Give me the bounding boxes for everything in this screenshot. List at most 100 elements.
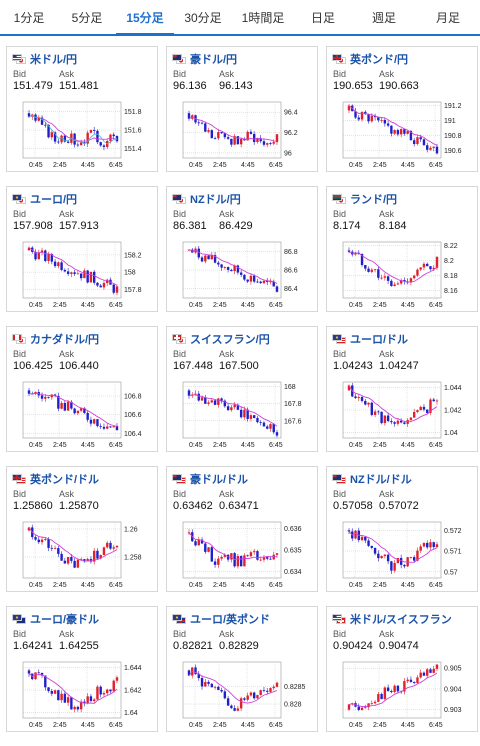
candle-body — [57, 548, 60, 554]
currency-pair-title[interactable]: ランド/円 — [350, 194, 398, 206]
candle-body — [44, 124, 47, 126]
candlestick-chart[interactable]: 8.22 8.2 8.18 8.16 0:45 2:45 4:45 6:45 — [331, 240, 475, 308]
moving-average-line — [188, 394, 278, 427]
x-tick-label: 2:45 — [53, 162, 67, 168]
currency-pair-title[interactable]: カナダドル/円 — [30, 334, 100, 346]
candlestick-chart[interactable]: 106.8 106.6 106.4 0:45 2:45 4:45 6:45 — [11, 380, 155, 448]
candle-body — [200, 122, 204, 124]
candle-body — [409, 278, 413, 283]
candle-body — [204, 543, 207, 552]
eu-flag-icon — [12, 194, 22, 201]
candle-body — [233, 708, 236, 711]
candle-body — [262, 690, 266, 691]
currency-pair-title[interactable]: ユーロ/ドル — [350, 334, 409, 346]
rate-card[interactable]: ユーロ/英ポンド Bid Ask 0.82821 0.82829 0.8285 0.828 0… — [166, 606, 318, 732]
currency-pair-title[interactable]: 英ポンド/円 — [350, 54, 409, 66]
currency-pair-title[interactable]: 豪ドル/円 — [190, 54, 238, 66]
rate-card[interactable]: ランド/円 Bid Ask 8.174 8.184 8.22 8.2 8.18 8.16 0:45… — [326, 186, 478, 312]
ask-value: 8.184 — [379, 220, 407, 232]
tab-1[interactable]: 5分足 — [71, 11, 103, 25]
candle-body — [259, 559, 262, 561]
currency-pair-title[interactable]: スイスフラン/円 — [190, 334, 270, 346]
rate-card[interactable]: 米ドル/スイスフラン Bid Ask 0.90424 0.90474 0.905 0.904… — [326, 606, 478, 732]
candle-body — [230, 269, 233, 272]
ask-label: Ask — [379, 69, 395, 79]
x-tick-label: 6:45 — [269, 442, 283, 448]
candlestick-chart[interactable]: 1.644 1.642 1.64 0:45 2:45 4:45 6:45 — [11, 660, 155, 728]
tab-4[interactable]: 1時間足 — [241, 11, 285, 25]
rate-card[interactable]: ユーロ/豪ドル Bid Ask 1.64241 1.64255 1.644 1.642 1.6… — [6, 606, 158, 732]
x-tick-label: 0:45 — [349, 302, 363, 308]
candle-body — [370, 703, 374, 705]
candle-body — [390, 690, 393, 693]
plot-frame — [342, 241, 442, 299]
x-tick-label: 0:45 — [29, 162, 43, 168]
rate-card[interactable]: 米ドル/円 Bid Ask 151.479 151.481 151.8 151.6 151.4… — [6, 46, 158, 172]
currency-pair-title[interactable]: NZドル/円 — [190, 194, 241, 206]
bid-value: 0.90424 — [333, 640, 373, 652]
tab-2[interactable]: 15分足 — [116, 0, 174, 36]
candlestick-chart[interactable]: 151.8 151.6 151.4 0:45 2:45 4:45 6:45 — [11, 100, 155, 168]
candle-body — [412, 411, 416, 418]
candle-body — [377, 117, 380, 121]
x-tick-label: 2:45 — [213, 302, 227, 308]
currency-pair-title[interactable]: ユーロ/英ポンド — [190, 614, 271, 626]
rate-card[interactable]: ユーロ/ドル Bid Ask 1.04243 1.04247 1.044 1.042 1.04… — [326, 326, 478, 452]
rate-card[interactable]: NZドル/ドル Bid Ask 0.57058 0.57072 0.572 0.571 0.5… — [326, 466, 478, 592]
candlestick-chart[interactable]: 1.044 1.042 1.04 0:45 2:45 4:45 6:45 — [331, 380, 475, 448]
candle-body — [109, 689, 112, 692]
candle-body — [226, 137, 230, 139]
currency-pair-title[interactable]: 米ドル/スイスフラン — [350, 614, 452, 626]
candle-body — [377, 411, 380, 413]
candle-body — [99, 285, 102, 288]
currency-pair-title[interactable]: NZドル/ドル — [350, 474, 412, 486]
currency-pair-title[interactable]: ユーロ/豪ドル — [30, 614, 100, 626]
rate-card[interactable]: 豪ドル/円 Bid Ask 96.136 96.143 96.4 96.2 96 0:45 2:4… — [166, 46, 318, 172]
bid-label: Bid — [13, 489, 27, 499]
currency-pair-title[interactable]: 豪ドル/ドル — [190, 474, 249, 486]
candlestick-chart[interactable]: 0.905 0.904 0.903 0:45 2:45 4:45 6:45 — [331, 660, 475, 728]
candlestick-chart[interactable]: 0.8285 0.828 0:45 2:45 4:45 6:45 — [171, 660, 315, 728]
candle-body — [252, 415, 256, 418]
candle-body — [50, 394, 54, 398]
bid-value: 0.57058 — [333, 500, 373, 512]
candlestick-chart[interactable]: 0.572 0.571 0.57 0:45 2:45 4:45 6:45 — [331, 520, 475, 588]
tab-0[interactable]: 1分足 — [13, 11, 45, 25]
candlestick-chart[interactable]: 168 167.8 167.6 0:45 2:45 4:45 6:45 — [171, 380, 315, 448]
candle-body — [396, 130, 400, 135]
candle-body — [269, 143, 272, 144]
candlestick-chart[interactable]: 86.8 86.6 86.4 0:45 2:45 4:45 6:45 — [171, 240, 315, 308]
rate-card[interactable]: カナダドル/円 Bid Ask 106.425 106.440 106.8 106.6 106… — [6, 326, 158, 452]
candle-body — [66, 141, 70, 143]
rate-card[interactable]: 英ポンド/ドル Bid Ask 1.25860 1.25870 1.26 1.258 0:45… — [6, 466, 158, 592]
tab-7[interactable]: 月足 — [435, 11, 460, 25]
candle-body — [409, 679, 413, 682]
candle-body — [377, 269, 380, 278]
x-tick-label: 4:45 — [401, 722, 415, 728]
candlestick-chart[interactable]: 191.2 191 190.8 190.6 0:45 2:45 4:45 6:45 — [331, 100, 475, 168]
candle-body — [233, 136, 236, 145]
rate-card[interactable]: 英ポンド/円 Bid Ask 190.653 190.663 191.2 191 190.8 1… — [326, 46, 478, 172]
ask-label: Ask — [379, 489, 395, 499]
candle-body — [435, 664, 439, 669]
candlestick-chart[interactable]: 0.636 0.635 0.634 0:45 2:45 4:45 6:45 — [171, 520, 315, 588]
candlestick-chart[interactable]: 158.2 158 157.8 0:45 2:45 4:45 6:45 — [11, 240, 155, 308]
candle-body — [210, 547, 214, 562]
rate-card[interactable]: ユーロ/円 Bid Ask 157.908 157.913 158.2 158 157.8 0:… — [6, 186, 158, 312]
candle-body — [272, 554, 275, 560]
rate-card[interactable]: スイスフラン/円 Bid Ask 167.448 167.500 168 167.8 167.… — [166, 326, 318, 452]
rate-card[interactable]: NZドル/円 Bid Ask 86.381 86.429 86.8 86.6 86.4 0:45… — [166, 186, 318, 312]
tab-6[interactable]: 週足 — [371, 11, 396, 25]
currency-pair-title[interactable]: 米ドル/円 — [30, 54, 78, 66]
tab-5[interactable]: 日足 — [310, 11, 335, 25]
currency-pair-title[interactable]: ユーロ/円 — [30, 194, 78, 206]
candlestick-chart[interactable]: 1.26 1.258 0:45 2:45 4:45 6:45 — [11, 520, 155, 588]
tab-3[interactable]: 30分足 — [184, 11, 222, 25]
rate-card[interactable]: 豪ドル/ドル Bid Ask 0.63462 0.63471 0.636 0.635 0.63… — [166, 466, 318, 592]
moving-average-line — [188, 670, 278, 704]
candle-body — [370, 545, 374, 548]
currency-pair-title[interactable]: 英ポンド/ドル — [30, 474, 100, 486]
candlestick-chart[interactable]: 96.4 96.2 96 0:45 2:45 4:45 6:45 — [171, 100, 315, 168]
candle-body — [37, 252, 40, 260]
candle-body — [373, 701, 377, 704]
